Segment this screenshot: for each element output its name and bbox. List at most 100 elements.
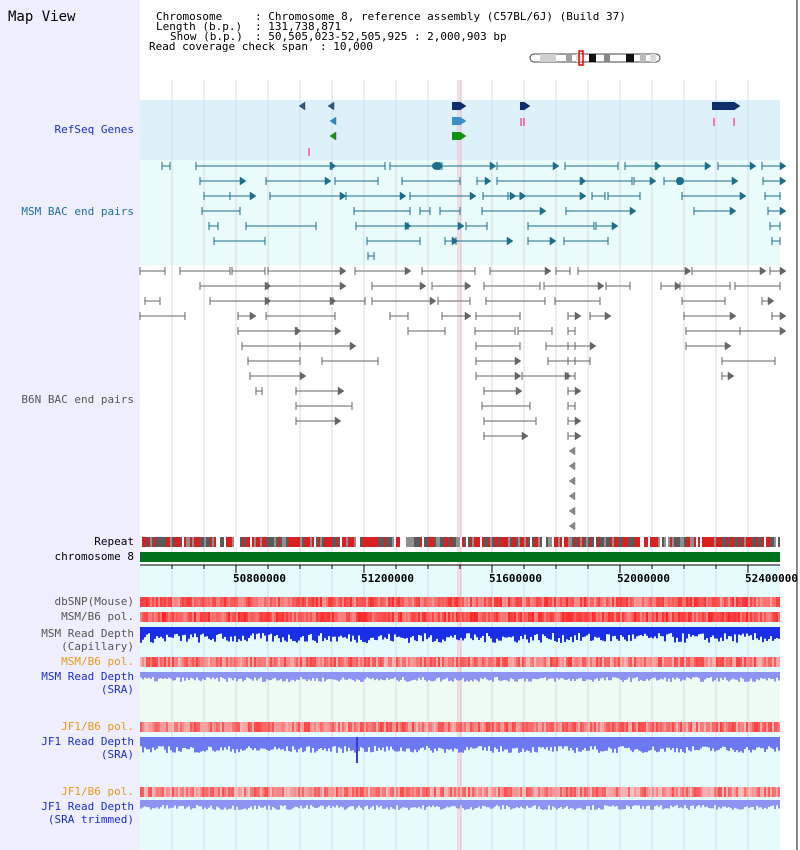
depth-bar bbox=[570, 672, 572, 682]
heat-cell bbox=[622, 612, 624, 622]
track-label-jf1-b6-pol-2[interactable]: JF1/B6 pol. bbox=[61, 785, 134, 798]
track-label-msm-bac[interactable]: MSM BAC end pairs bbox=[21, 205, 134, 218]
track-label-jf1-depth-trim[interactable]: JF1 Read Depth bbox=[41, 800, 134, 813]
depth-bar bbox=[618, 672, 620, 679]
heat-cell bbox=[520, 657, 522, 667]
heat-cell bbox=[568, 787, 570, 797]
depth-bar bbox=[334, 737, 336, 747]
repeat-element bbox=[284, 537, 286, 547]
depth-tracks[interactable] bbox=[140, 627, 780, 810]
depth-bar bbox=[632, 737, 634, 753]
track-label-chromosome[interactable]: chromosome 8 bbox=[54, 550, 134, 563]
track-label-jf1-depth-sra-sub[interactable]: (SRA) bbox=[100, 748, 134, 761]
track-label-msm-depth-sra-sub[interactable]: (SRA) bbox=[100, 683, 134, 696]
track-label-repeat[interactable]: Repeat bbox=[94, 535, 134, 548]
heat-cell bbox=[748, 597, 750, 607]
heat-cell bbox=[618, 657, 620, 667]
heat-cell bbox=[322, 657, 324, 667]
depth-bar bbox=[612, 737, 614, 753]
depth-bar bbox=[426, 737, 428, 747]
heat-cell bbox=[514, 787, 516, 797]
heat-cell bbox=[332, 722, 334, 732]
track-label-jf1-b6-pol[interactable]: JF1/B6 pol. bbox=[61, 720, 134, 733]
heat-cell bbox=[756, 787, 758, 797]
heat-cell bbox=[602, 597, 604, 607]
track-label-msm-b6-pol[interactable]: MSM/B6 pol. bbox=[61, 610, 134, 623]
depth-bar bbox=[144, 800, 146, 807]
depth-bar bbox=[288, 672, 290, 682]
track-label-msm-depth-sra[interactable]: MSM Read Depth bbox=[41, 670, 134, 683]
heat-cell bbox=[694, 612, 696, 622]
refseq-gene-features[interactable] bbox=[298, 101, 741, 156]
heat-cell bbox=[216, 657, 218, 667]
heat-cell bbox=[232, 597, 234, 607]
repeat-track[interactable] bbox=[140, 537, 780, 547]
b6n-bac-pair-arrow bbox=[574, 416, 582, 426]
heat-cell bbox=[720, 657, 722, 667]
track-label-msm-b6-pol-2[interactable]: MSM/B6 pol. bbox=[61, 655, 134, 668]
heat-cell bbox=[318, 722, 320, 732]
depth-bar bbox=[664, 672, 666, 678]
repeat-element bbox=[474, 537, 476, 547]
msm-bac-features[interactable] bbox=[161, 161, 787, 260]
heat-cell bbox=[214, 597, 216, 607]
heat-cell bbox=[664, 597, 666, 607]
chromosome-bar[interactable] bbox=[140, 552, 780, 562]
heat-cell bbox=[204, 612, 206, 622]
depth-bar bbox=[282, 800, 284, 807]
heat-cell bbox=[374, 612, 376, 622]
depth-bar bbox=[448, 627, 450, 638]
b6n-bac-pair-arrow bbox=[514, 371, 522, 381]
heat-cell bbox=[264, 612, 266, 622]
track-label-msm-depth-cap-sub[interactable]: (Capillary) bbox=[61, 640, 134, 653]
depth-bar bbox=[676, 627, 678, 638]
depth-bar bbox=[738, 627, 740, 635]
depth-bar bbox=[234, 800, 236, 810]
track-label-refseq[interactable]: RefSeq Genes bbox=[54, 123, 134, 136]
heat-cell bbox=[330, 787, 332, 797]
heat-cell bbox=[666, 657, 668, 667]
b6n-bac-features[interactable] bbox=[139, 266, 787, 531]
heat-cell bbox=[464, 597, 466, 607]
heat-cell bbox=[438, 722, 440, 732]
heat-cell bbox=[270, 722, 272, 732]
depth-bar bbox=[510, 800, 512, 810]
depth-bar bbox=[588, 737, 590, 751]
track-label-jf1-depth-sra[interactable]: JF1 Read Depth bbox=[41, 735, 134, 748]
heat-cell bbox=[516, 722, 518, 732]
heat-cell bbox=[220, 722, 222, 732]
track-label-dbsnp[interactable]: dbSNP(Mouse) bbox=[54, 595, 134, 608]
heat-cell bbox=[774, 612, 776, 622]
depth-bar bbox=[336, 672, 338, 681]
heat-cell bbox=[614, 597, 616, 607]
heat-cell bbox=[628, 722, 630, 732]
heat-cell bbox=[606, 612, 608, 622]
heat-cell bbox=[230, 597, 232, 607]
repeat-element bbox=[188, 537, 190, 547]
heat-cell bbox=[674, 657, 676, 667]
depth-bar bbox=[462, 800, 464, 809]
repeat-element bbox=[586, 537, 588, 547]
depth-bar bbox=[502, 672, 504, 681]
repeat-element bbox=[190, 537, 192, 547]
b6n-bac-pair-arrow bbox=[349, 341, 357, 351]
track-label-jf1-depth-trim-sub[interactable]: (SRA trimmed) bbox=[47, 813, 134, 826]
heat-cell bbox=[478, 722, 480, 732]
depth-bar bbox=[694, 627, 696, 637]
heatmap-tracks[interactable] bbox=[140, 597, 780, 797]
chromosome-ideogram[interactable] bbox=[529, 50, 661, 66]
depth-bar bbox=[142, 672, 144, 680]
track-label-msm-depth-cap[interactable]: MSM Read Depth bbox=[41, 627, 134, 640]
depth-bar bbox=[394, 627, 396, 635]
heat-cell bbox=[560, 612, 562, 622]
heat-cell bbox=[280, 657, 282, 667]
repeat-element bbox=[230, 537, 232, 547]
depth-bar bbox=[214, 800, 216, 810]
repeat-element bbox=[692, 537, 694, 547]
heat-cell bbox=[274, 612, 276, 622]
repeat-element bbox=[466, 537, 468, 547]
heat-cell bbox=[494, 657, 496, 667]
heat-cell bbox=[266, 787, 268, 797]
track-label-b6n-bac[interactable]: B6N BAC end pairs bbox=[21, 393, 134, 406]
